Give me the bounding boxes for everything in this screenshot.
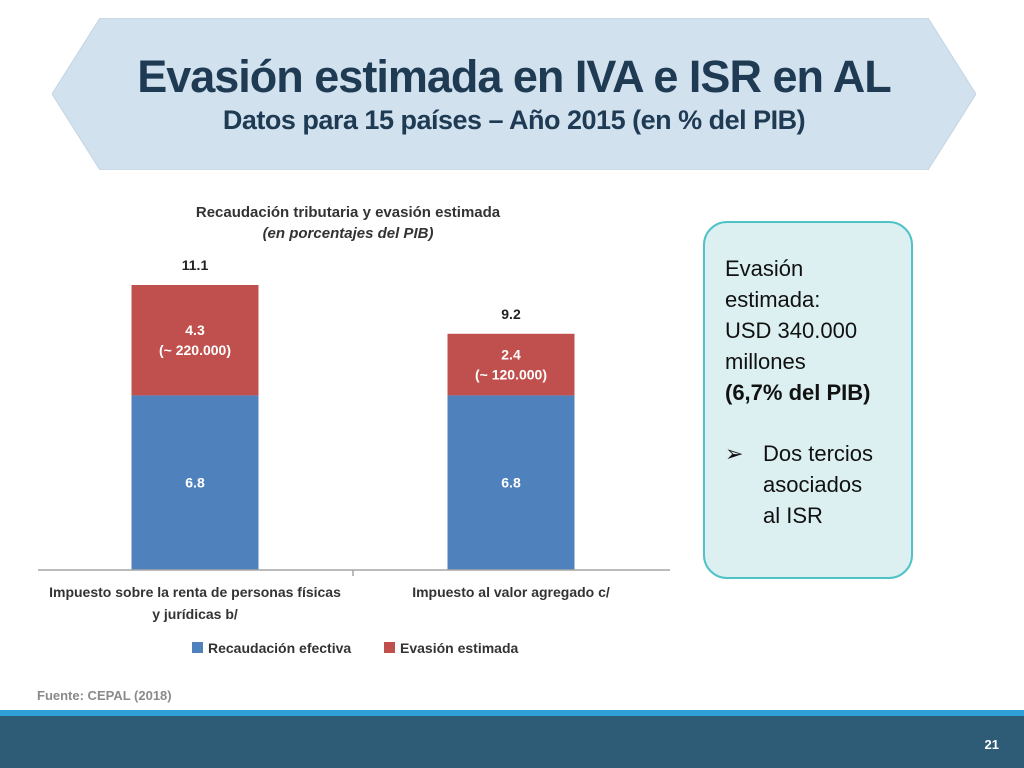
chart-subtitle: (en porcentajes del PIB) [263, 225, 434, 242]
legend-swatch [384, 642, 395, 653]
callout-line: millones [725, 349, 806, 374]
callout-line: Evasión [725, 256, 804, 281]
category-label: Impuesto al valor agregado c/ [412, 584, 610, 600]
category-label: Impuesto sobre la renta de personas físi… [49, 584, 341, 600]
legend-label: Evasión estimada [400, 640, 518, 656]
bullet-line: Dos tercios [763, 441, 874, 466]
data-label: 6.8 [185, 475, 205, 491]
bar-segment [447, 333, 575, 396]
legend-swatch [192, 642, 203, 653]
bar-segment [447, 395, 575, 570]
title-banner: Evasión estimada en IVA e ISR en AL Dato… [52, 18, 976, 170]
total-label: 9.2 [501, 306, 521, 322]
source-note: Fuente: CEPAL (2018) [37, 688, 172, 703]
bullet-text: Dos tercios asociados al ISR [763, 438, 873, 531]
evasion-callout: Evasión estimada: USD 340.000 millones (6,7… [703, 221, 913, 579]
callout-line: estimada: [725, 287, 821, 312]
callout-bullet: ➢ Dos tercios asociados al ISR [725, 438, 903, 531]
bullet-line: asociados [763, 472, 863, 497]
slide-title: Evasión estimada en IVA e ISR en AL [137, 51, 892, 102]
callout-text: Evasión estimada: USD 340.000 millones [725, 253, 903, 377]
total-label: 11.1 [182, 257, 209, 273]
arrow-bullet-icon: ➢ [725, 441, 744, 466]
banner-shape [52, 18, 976, 170]
page-number: 21 [984, 737, 999, 752]
legend-label: Recaudación efectiva [208, 640, 351, 656]
data-label: (~ 220.000) [159, 342, 231, 358]
data-label: (~ 120.000) [475, 367, 547, 383]
bullet-line: al ISR [763, 503, 823, 528]
category-label: y jurídicas b/ [152, 606, 238, 622]
slide-subtitle: Datos para 15 países – Año 2015 (en % de… [222, 105, 806, 135]
data-label: 4.3 [185, 322, 205, 338]
stacked-bar-chart: Recaudación tributaria y evasión estimad… [38, 204, 670, 656]
data-label: 2.4 [501, 347, 521, 363]
plot-area: 6.8 4.3 (~ 220.000) 11.1 Impuesto sobre la r… [38, 257, 670, 656]
bar-segment [131, 285, 259, 396]
bar-segment [131, 395, 259, 570]
chart-title: Recaudación tributaria y evasión estimad… [196, 204, 501, 221]
footer-accent-line [0, 710, 1024, 716]
footer-bar [0, 716, 1024, 768]
data-label: 6.8 [501, 475, 521, 491]
callout-line: USD 340.000 [725, 318, 858, 343]
callout-highlight: (6,7% del PIB) [725, 380, 871, 405]
